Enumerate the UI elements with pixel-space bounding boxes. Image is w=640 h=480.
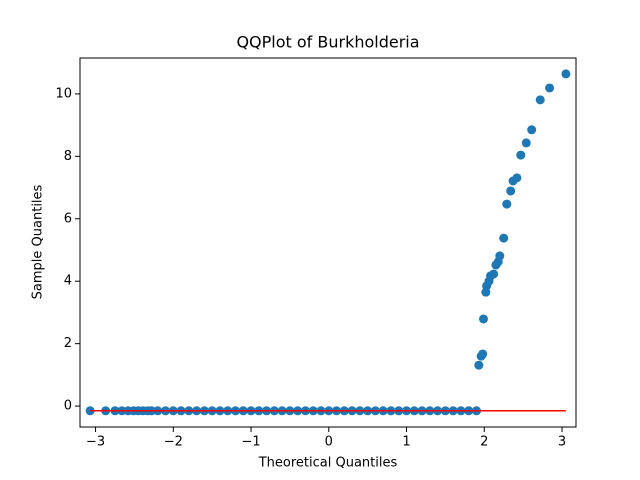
y-tick-label: 6 (64, 211, 72, 226)
point (535, 95, 545, 105)
point (506, 186, 516, 196)
x-tick-label: −2 (164, 435, 183, 450)
point (561, 69, 571, 79)
point (521, 138, 531, 148)
x-axis-label: Theoretical Quantiles (258, 456, 398, 471)
point (516, 150, 526, 160)
x-tick-label: −3 (86, 435, 105, 450)
y-tick-label: 8 (64, 149, 72, 164)
x-tick-label: 3 (558, 435, 566, 450)
y-axis-label: Sample Quantiles (31, 184, 46, 299)
point (499, 233, 509, 243)
point (512, 173, 522, 183)
plot-frame (79, 57, 577, 428)
point (495, 251, 505, 261)
x-tick-label: 0 (325, 435, 333, 450)
y-tick-label: 2 (64, 336, 72, 351)
y-tick-label: 4 (64, 274, 72, 289)
x-tick-label: 1 (402, 435, 410, 450)
point (489, 269, 499, 279)
point (502, 199, 512, 209)
y-tick-label: 10 (55, 86, 72, 101)
point (545, 83, 555, 93)
point (474, 360, 484, 370)
x-tick-label: −1 (241, 435, 260, 450)
point (478, 314, 488, 324)
y-tick-label: 0 (64, 399, 72, 414)
chart-title: QQPlot of Burkholderia (236, 33, 419, 52)
point (478, 349, 488, 359)
point (527, 125, 537, 135)
x-tick-label: 2 (480, 435, 488, 450)
